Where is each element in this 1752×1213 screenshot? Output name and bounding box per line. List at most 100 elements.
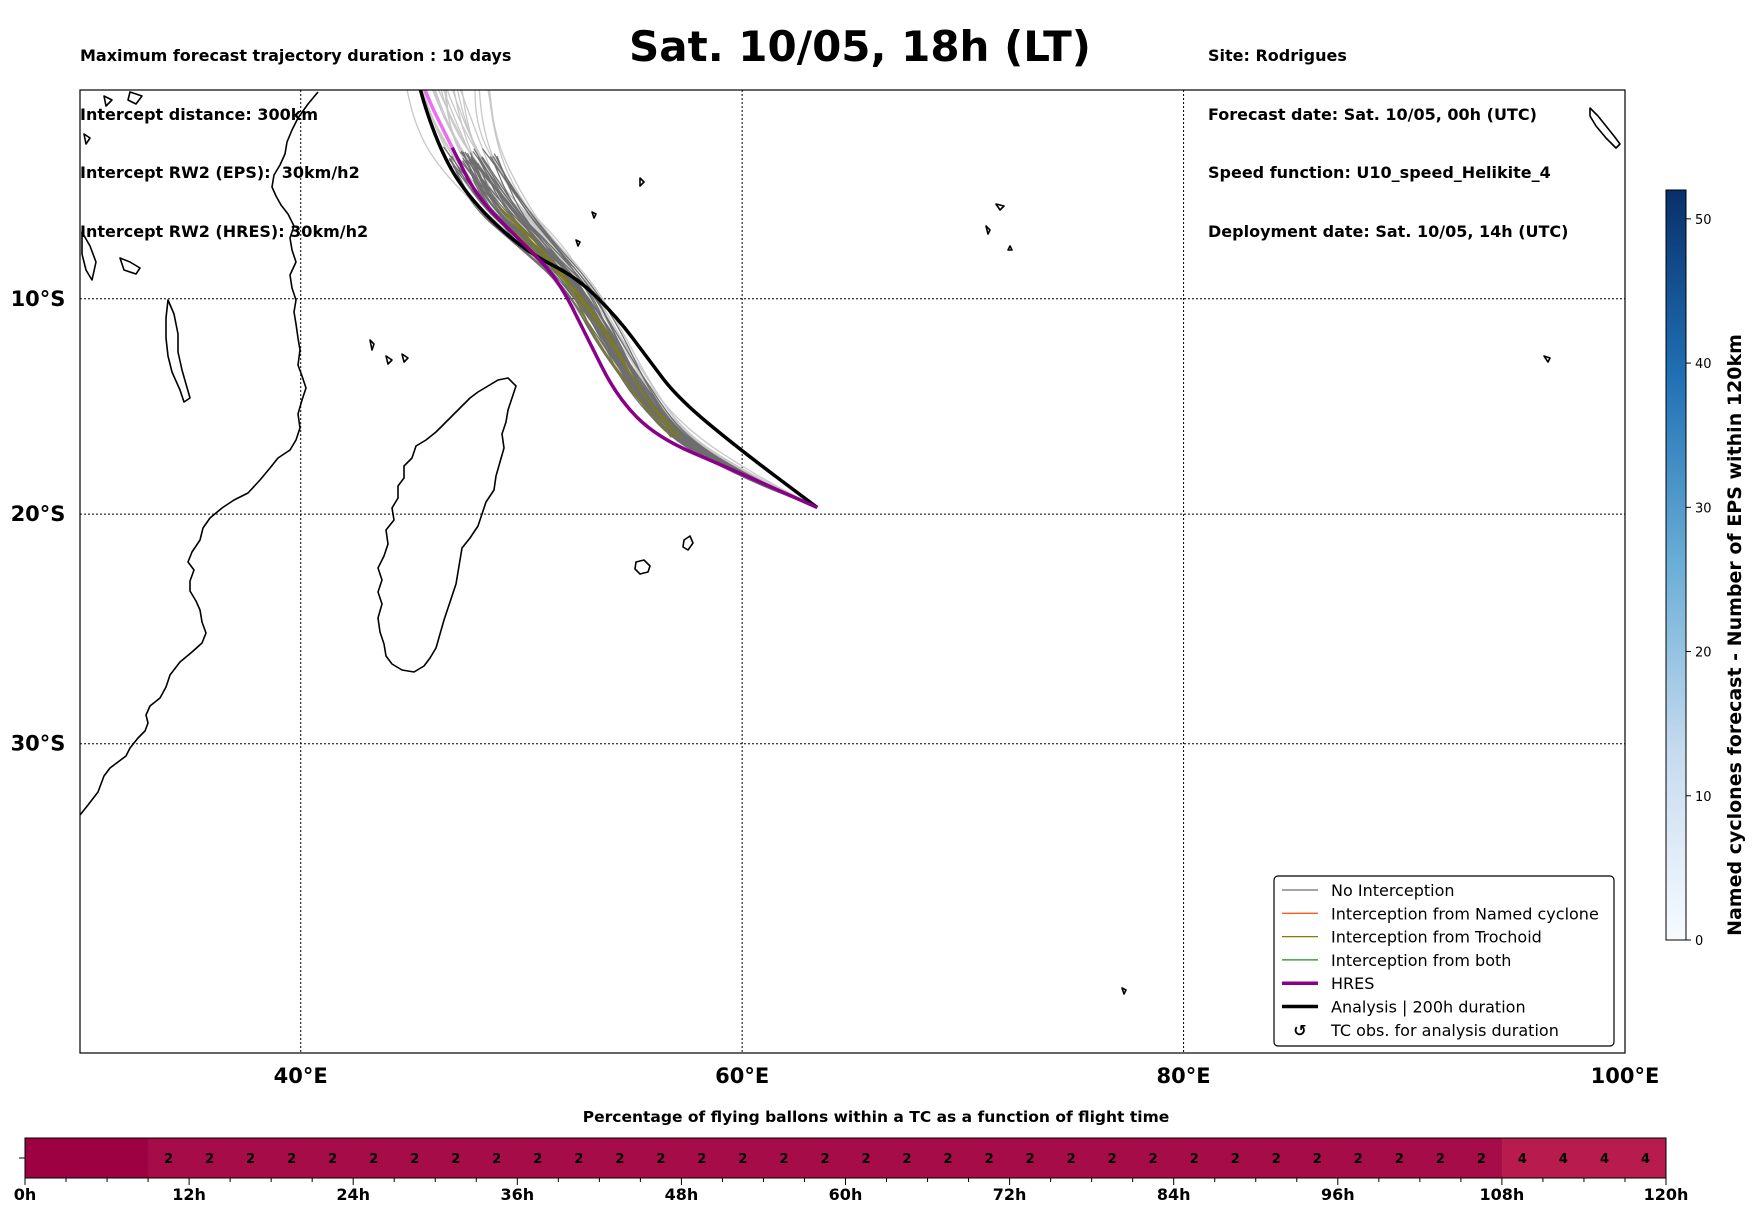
stripe-cell-value: 2	[656, 1152, 665, 1167]
ensemble-track	[490, 156, 818, 509]
stripe-tick-label: 108h	[1480, 1185, 1525, 1204]
ensemble-track	[420, 90, 818, 509]
ensemble-track	[406, 90, 818, 509]
ensemble-track	[481, 156, 818, 509]
coastlines	[80, 91, 1621, 995]
stripe-cell	[1214, 1138, 1257, 1178]
stripe-cell-value: 2	[1108, 1152, 1117, 1167]
island-sri-lanka	[1589, 107, 1621, 149]
stripe-cell	[189, 1138, 231, 1178]
page-title: Sat. 10/05, 18h (LT)	[629, 22, 1091, 71]
colorbar-gradient	[1665, 189, 1687, 941]
hres-line	[450, 146, 818, 510]
longitude-labels: 40°E 60°E 80°E 100°E	[274, 1064, 1660, 1088]
colorbar-tick-label: 50	[1695, 213, 1712, 228]
ensemble-track	[461, 90, 818, 509]
ensemble-track	[474, 90, 818, 509]
stripe-cell-value: 4	[1559, 1152, 1568, 1167]
island-pemba	[119, 257, 141, 275]
stripe-cell	[1542, 1138, 1585, 1178]
trochoid-track	[501, 209, 672, 438]
stripe-cell	[845, 1138, 888, 1178]
madagascar-coastline	[377, 377, 517, 673]
stripe-cell	[681, 1138, 723, 1178]
info-line: Speed function: U10_speed_Helikite_4	[1208, 163, 1551, 182]
legend-label: HRES	[1331, 974, 1374, 993]
ensemble-track	[445, 90, 818, 509]
latitude-label: 20°S	[11, 502, 66, 526]
hres-line-late	[423, 90, 454, 149]
colorbar-tick-label: 10	[1695, 790, 1712, 805]
stripe-cell-value: 2	[492, 1152, 501, 1167]
ensemble-track	[442, 90, 818, 509]
ensemble-track	[422, 90, 818, 509]
island-coast-nw2	[103, 95, 113, 107]
trochoid-track	[498, 205, 677, 438]
island-chagos-2	[985, 225, 991, 235]
island-chagos-3	[1007, 245, 1013, 251]
legend-label: TC obs. for analysis duration	[1330, 1021, 1559, 1040]
stripe-tick-label: 12h	[172, 1185, 206, 1204]
stripe-cell-value: 2	[1190, 1152, 1199, 1167]
stripe-cell	[1050, 1138, 1093, 1178]
stripe-tick-label: 72h	[993, 1185, 1027, 1204]
longitude-label: 100°E	[1591, 1064, 1660, 1088]
ensemble-track	[433, 90, 818, 509]
island-zanzibar	[165, 299, 191, 403]
legend-label: Analysis | 200h duration	[1331, 998, 1526, 1017]
ensemble-track	[440, 90, 818, 509]
stripe-cell-value: 2	[410, 1152, 419, 1167]
stripe-cell-value: 2	[1354, 1152, 1363, 1167]
ensemble-track	[431, 90, 818, 509]
ensemble-track	[452, 90, 818, 509]
stripe-tick-label: 96h	[1321, 1185, 1355, 1204]
island-east-2	[1121, 987, 1127, 995]
info-line: Deployment date: Sat. 10/05, 14h (UTC)	[1208, 221, 1569, 241]
stripe-cell	[476, 1138, 518, 1178]
ensemble-track	[488, 90, 818, 509]
colorbar-tick-label: 40	[1695, 357, 1712, 372]
legend-label: Interception from both	[1331, 951, 1511, 970]
stripe-cell-value: 2	[615, 1152, 624, 1167]
ensemble-track	[496, 155, 818, 509]
stripe-tick-label: 48h	[665, 1185, 699, 1204]
map-frame	[79, 89, 1626, 1054]
stripe-cell-value: 2	[1272, 1152, 1281, 1167]
ensemble-track	[459, 90, 818, 509]
stripe-cell-value: 2	[1477, 1152, 1486, 1167]
stripe-cell-value: 2	[985, 1152, 994, 1167]
ensemble-track	[493, 153, 818, 509]
latitude-label: 30°S	[11, 732, 66, 756]
stripe-cell	[763, 1138, 805, 1178]
stripe-cell-value: 2	[820, 1152, 829, 1167]
colorbar: 0 10 20 30 40 50	[1665, 189, 1712, 949]
stripe-cell	[640, 1138, 682, 1178]
hres-track	[423, 90, 818, 510]
legend-label: No Interception	[1331, 881, 1455, 900]
island-comoros-3	[401, 353, 409, 363]
stripe-cell-value: 2	[944, 1152, 953, 1167]
stripe-tick-label: 84h	[1157, 1185, 1191, 1204]
stripe-cell	[1501, 1138, 1544, 1178]
stripe-cell-value: 2	[246, 1152, 255, 1167]
stripe-cell-value: 2	[1026, 1152, 1035, 1167]
stripe-cell-value: 4	[1641, 1152, 1650, 1167]
stripe-cell-value: 2	[697, 1152, 706, 1167]
stripe-cell-value: 2	[861, 1152, 870, 1167]
island-seychelles-3	[575, 239, 581, 247]
stripe-cell	[148, 1138, 190, 1178]
stripe-cell-value: 2	[287, 1152, 296, 1167]
stripe-cell-value: 2	[164, 1152, 173, 1167]
info-line: Intercept RW2 (HRES): 30km/h2	[80, 221, 369, 241]
stripe-cell-value: 4	[1518, 1152, 1527, 1167]
stripe-cell	[271, 1138, 313, 1178]
stripe-tick-label: 36h	[500, 1185, 534, 1204]
legend: No Interception Interception from Named c…	[1273, 875, 1615, 1047]
island-mauritius	[682, 535, 694, 551]
stripe-cell-value: 2	[328, 1152, 337, 1167]
island-seychelles-1	[639, 177, 645, 187]
info-line: Forecast date: Sat. 10/05, 00h (UTC)	[1208, 104, 1537, 124]
island-coast-nw	[83, 133, 91, 145]
stripe-cell-value: 2	[574, 1152, 583, 1167]
